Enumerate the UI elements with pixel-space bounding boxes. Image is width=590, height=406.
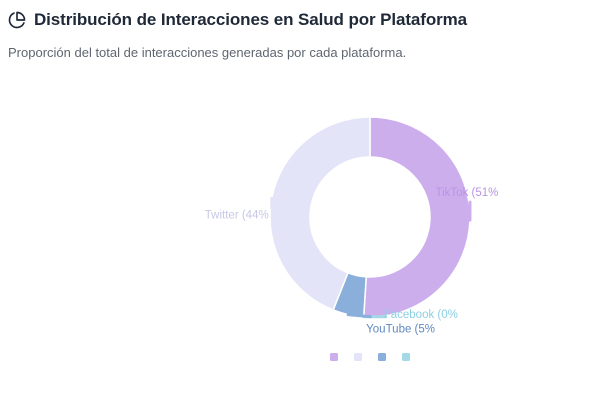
legend-swatch-3[interactable]	[378, 353, 386, 361]
leader-line-youtube	[346, 313, 372, 319]
pie-chart-icon	[8, 11, 26, 29]
slice-label-twitter: Twitter (44%	[205, 209, 269, 221]
chart-title: Distribución de Interacciones en Salud p…	[34, 10, 468, 29]
slice-tiktok[interactable]	[362, 116, 471, 318]
legend-swatch-2[interactable]	[354, 353, 362, 361]
slice-label-facebook: Facebook (0%	[384, 309, 458, 321]
chart-header: Distribución de Interacciones en Salud p…	[8, 10, 467, 30]
slice-label-youtube: YouTube (5%	[366, 324, 435, 336]
legend-swatch-4[interactable]	[402, 353, 410, 361]
chart-subtitle: Proporción del total de interacciones ge…	[8, 45, 407, 60]
slice-twitter[interactable]	[269, 116, 371, 311]
slice-label-tiktok: TikTok (51%	[436, 187, 499, 199]
legend-swatch-1[interactable]	[330, 353, 338, 361]
